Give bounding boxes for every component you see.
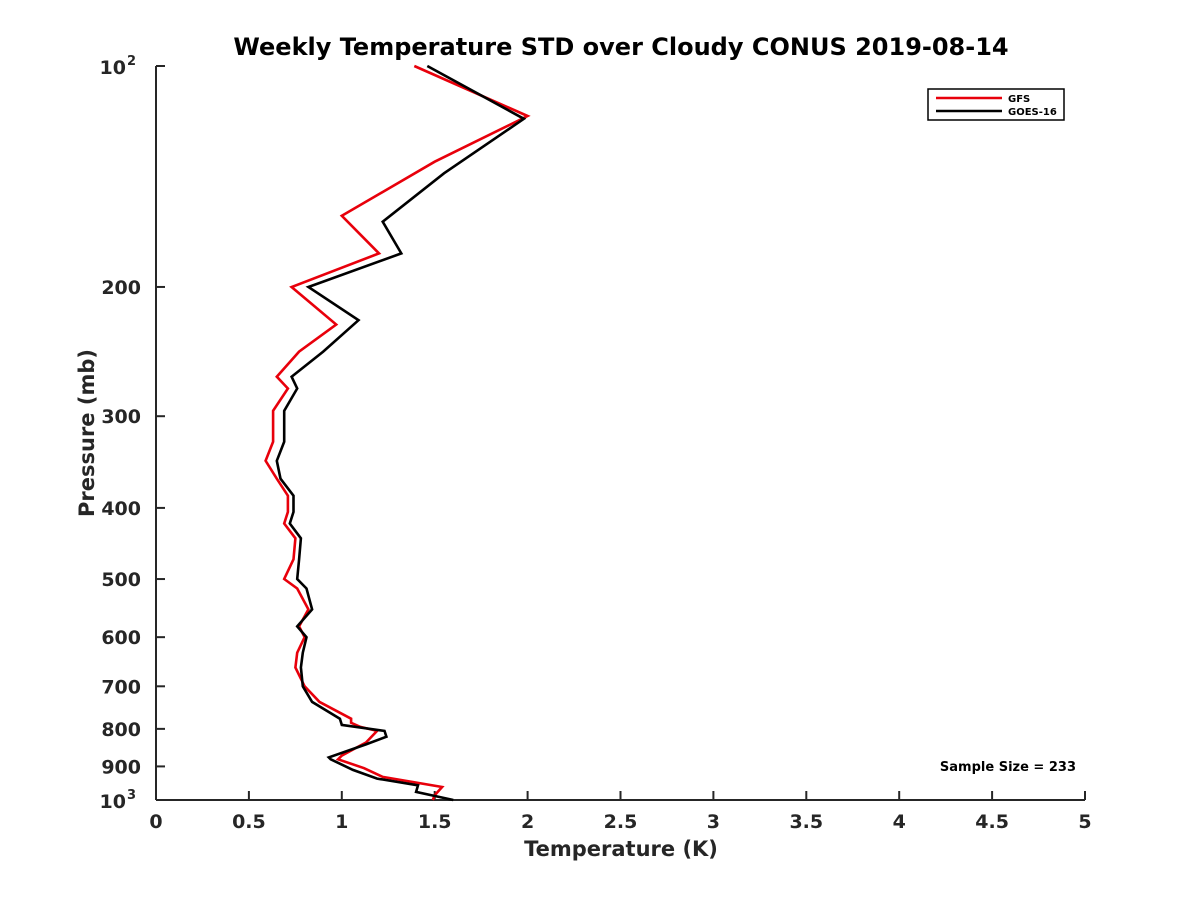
legend-label-goes-16: GOES-16: [1008, 107, 1057, 118]
x-tick-label: 4: [893, 811, 906, 833]
x-tick-label: 3: [707, 811, 720, 833]
y-tick-label: 400: [101, 498, 141, 520]
y-tick-label: 500: [101, 569, 141, 591]
series-layer: [264, 64, 531, 802]
y-tick-label: 900: [101, 756, 141, 778]
y-tick-label-power: 10 3: [100, 788, 137, 813]
chart-title: Weekly Temperature STD over Cloudy CONUS…: [233, 33, 1008, 61]
y-axis-label: Pressure (mb): [75, 349, 99, 517]
y-tick-label-base: 10: [100, 791, 126, 813]
x-tick-label: 1: [335, 811, 348, 833]
y-tick-label-base: 10: [100, 57, 126, 79]
y-tick-label: 300: [101, 406, 141, 428]
legend: GFS GOES-16: [927, 88, 1065, 121]
y-tick-label-exponent: 3: [127, 788, 136, 803]
y-tick-label-exponent: 2: [127, 54, 136, 69]
legend-label-gfs: GFS: [1008, 94, 1030, 105]
x-tick-label: 0: [149, 811, 162, 833]
axes-group: 0 0.5 1 1.5 2 2.5 3 3.5 4 4.5 510 22003004005006007…: [100, 54, 1092, 833]
x-tick-label: 2: [521, 811, 534, 833]
x-tick-label: 1.5: [418, 811, 452, 833]
x-tick-label: 0.5: [232, 811, 266, 833]
sample-size-annotation: Sample Size = 233: [940, 760, 1076, 775]
x-tick-label: 3.5: [789, 811, 823, 833]
legend-box: [927, 88, 1065, 121]
x-tick-label: 2.5: [604, 811, 638, 833]
x-axis-label: Temperature (K): [524, 837, 718, 861]
series-line-goes-16: [275, 64, 527, 802]
x-tick-label: 5: [1078, 811, 1091, 833]
x-tick-label: 4.5: [975, 811, 1009, 833]
y-tick-label: 700: [101, 676, 141, 698]
y-tick-label: 800: [101, 719, 141, 741]
y-tick-label: 200: [101, 277, 141, 299]
y-tick-label-power: 10 2: [100, 54, 137, 79]
y-tick-label: 600: [101, 627, 141, 649]
